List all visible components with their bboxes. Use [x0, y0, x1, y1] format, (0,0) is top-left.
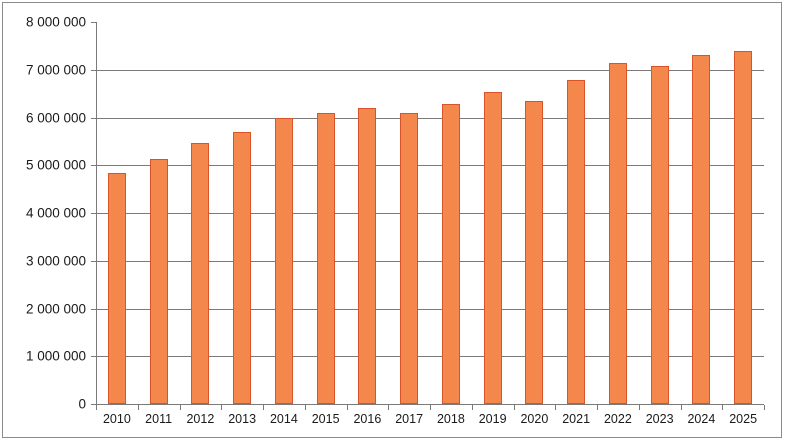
x-tick — [221, 405, 223, 410]
y-tick — [91, 308, 97, 310]
x-tick — [137, 405, 139, 410]
bar-2022 — [608, 63, 627, 404]
x-tick — [513, 405, 515, 410]
x-tick-label: 2014 — [269, 412, 298, 426]
gridline — [96, 69, 764, 71]
bar-2021 — [567, 79, 586, 404]
x-axis — [96, 404, 765, 410]
bar-2017 — [400, 112, 419, 404]
x-tick — [388, 405, 390, 410]
x-tick-label: 2011 — [145, 412, 173, 426]
y-tick-label: 0 — [78, 396, 86, 412]
x-tick — [263, 405, 264, 410]
bar-2024 — [692, 55, 711, 404]
x-tick-label: 2025 — [729, 412, 758, 426]
y-tick — [91, 356, 97, 358]
bar-2023 — [650, 66, 669, 404]
y-tick-label: 4 000 000 — [25, 205, 86, 221]
y-tick — [91, 165, 97, 167]
y-tick — [91, 260, 97, 262]
bar-2010 — [107, 173, 126, 404]
y-tick-label: 5 000 000 — [25, 157, 86, 173]
bar-2012 — [191, 142, 210, 404]
x-tick-label: 2024 — [687, 412, 716, 426]
x-tick — [680, 405, 682, 410]
bar-2015 — [316, 112, 335, 404]
x-tick — [597, 405, 598, 410]
x-tick-label: 2022 — [603, 412, 632, 426]
x-tick — [346, 405, 348, 410]
gridline — [96, 356, 764, 358]
x-tick — [471, 405, 473, 410]
y-tick-label: 6 000 000 — [25, 110, 86, 125]
x-tick-label: 2023 — [645, 412, 674, 426]
bar-2019 — [483, 91, 502, 404]
x-tick — [96, 405, 97, 410]
bar-2020 — [525, 100, 544, 404]
x-tick-label: 2013 — [228, 412, 257, 426]
y-tick-label: 7 000 000 — [25, 62, 86, 78]
x-tick-label: 2010 — [102, 412, 131, 426]
x-tick-label: 2017 — [395, 412, 424, 426]
gridline — [96, 165, 764, 167]
y-tick — [91, 69, 97, 71]
x-tick — [722, 405, 724, 410]
x-tick — [555, 405, 557, 410]
x-tick-label: 2016 — [353, 412, 382, 426]
bar-2013 — [233, 132, 252, 404]
bar-2016 — [358, 107, 377, 404]
x-tick-label: 2021 — [562, 412, 591, 426]
x-tick-label: 2019 — [478, 412, 507, 426]
y-tick — [91, 22, 97, 23]
y-tick-label: 1 000 000 — [25, 348, 86, 364]
bar-2025 — [734, 50, 753, 404]
y-tick — [91, 404, 97, 405]
y-tick-label: 2 000 000 — [25, 301, 86, 316]
y-tick-label: 3 000 000 — [25, 253, 86, 269]
y-tick-label: 8 000 000 — [25, 14, 86, 30]
y-tick — [91, 213, 97, 214]
x-tick — [764, 405, 765, 410]
bar-2014 — [274, 117, 293, 404]
gridline — [96, 117, 764, 119]
x-tick — [430, 405, 431, 410]
bar-2011 — [149, 158, 168, 404]
x-tick-label: 2015 — [311, 412, 340, 426]
x-tick-label: 2012 — [186, 412, 215, 426]
gridline — [96, 213, 764, 214]
plot-area — [96, 22, 764, 404]
gridline — [96, 260, 764, 262]
x-tick — [638, 405, 640, 410]
x-tick-label: 2018 — [436, 412, 465, 426]
x-tick — [179, 405, 181, 410]
x-tick — [304, 405, 306, 410]
bar-2018 — [441, 103, 460, 404]
gridline — [96, 308, 764, 310]
y-tick — [91, 117, 97, 119]
x-tick-label: 2020 — [520, 412, 549, 426]
